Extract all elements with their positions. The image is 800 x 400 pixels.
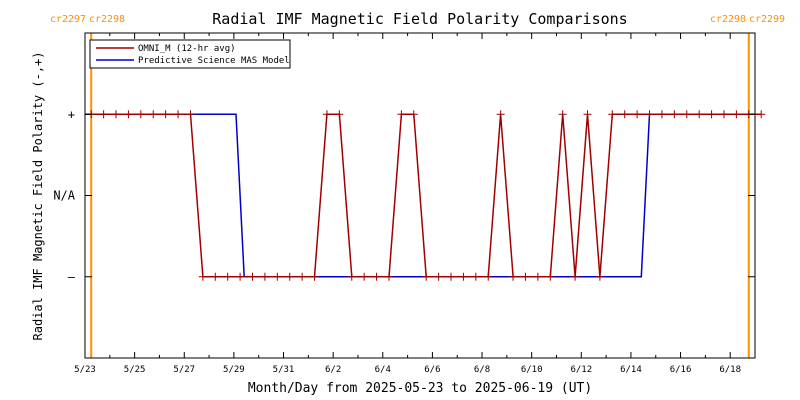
y-axis: + N/A – bbox=[53, 107, 755, 284]
omni-point-41 bbox=[595, 272, 604, 281]
x-tick-label-1: 5/25 bbox=[124, 365, 146, 375]
omni-point-3 bbox=[124, 110, 133, 119]
omni-point-51 bbox=[719, 110, 728, 119]
omni-point-47 bbox=[670, 110, 679, 119]
omni-point-24 bbox=[384, 272, 393, 281]
x-tick-label-6: 6/4 bbox=[375, 365, 391, 375]
omni-point-43 bbox=[620, 110, 629, 119]
omni-point-35 bbox=[521, 272, 530, 281]
omni-point-12 bbox=[236, 272, 245, 281]
carrington-label-left-2: cr2298 bbox=[89, 14, 125, 25]
y-tick-label-0: + bbox=[68, 107, 75, 121]
omni-point-50 bbox=[707, 110, 716, 119]
omni-point-42 bbox=[608, 110, 617, 119]
x-axis-label: Month/Day from 2025-05-23 to 2025-06-19 … bbox=[248, 381, 592, 396]
x-tick-label-10: 6/12 bbox=[570, 365, 592, 375]
omni-point-40 bbox=[583, 110, 592, 119]
legend-label-omni: OMNI_M (12-hr avg) bbox=[138, 44, 236, 54]
omni-point-49 bbox=[695, 110, 704, 119]
omni-point-17 bbox=[298, 272, 307, 281]
omni-point-33 bbox=[496, 110, 505, 119]
omni-point-1 bbox=[99, 110, 108, 119]
omni-point-25 bbox=[397, 110, 406, 119]
x-tick-label-9: 6/10 bbox=[521, 365, 543, 375]
omni-point-9 bbox=[198, 272, 207, 281]
x-tick-label-5: 6/2 bbox=[325, 365, 341, 375]
omni-point-15 bbox=[273, 272, 282, 281]
x-tick-label-3: 5/29 bbox=[223, 365, 245, 375]
omni-point-30 bbox=[459, 272, 468, 281]
legend-label-mas: Predictive Science MAS Model bbox=[138, 56, 290, 66]
x-tick-label-2: 5/27 bbox=[173, 365, 195, 375]
omni-point-8 bbox=[186, 110, 195, 119]
chart-title: Radial IMF Magnetic Field Polarity Compa… bbox=[212, 10, 627, 28]
omni-point-45 bbox=[645, 110, 654, 119]
omni-point-20 bbox=[335, 110, 344, 119]
legend: OMNI_M (12-hr avg) Predictive Science MA… bbox=[89, 39, 291, 69]
omni-point-28 bbox=[434, 272, 443, 281]
omni-point-21 bbox=[347, 272, 356, 281]
omni-point-18 bbox=[310, 272, 319, 281]
omni-point-23 bbox=[372, 272, 381, 281]
omni-point-52 bbox=[732, 110, 741, 119]
x-tick-label-8: 6/8 bbox=[474, 365, 490, 375]
omni-point-37 bbox=[546, 272, 555, 281]
omni-point-36 bbox=[533, 272, 542, 281]
omni-point-11 bbox=[223, 272, 232, 281]
omni-point-16 bbox=[285, 272, 294, 281]
x-tick-label-4: 5/31 bbox=[273, 365, 295, 375]
omni-point-13 bbox=[248, 272, 257, 281]
omni-point-34 bbox=[509, 272, 518, 281]
x-tick-label-12: 6/16 bbox=[670, 365, 692, 375]
x-tick-label-0: 5/23 bbox=[74, 365, 96, 375]
omni-point-22 bbox=[360, 272, 369, 281]
carrington-label-right-1: cr2298 bbox=[710, 14, 746, 25]
omni-point-6 bbox=[161, 110, 170, 119]
omni-point-10 bbox=[211, 272, 220, 281]
omni-point-14 bbox=[260, 272, 269, 281]
omni-point-44 bbox=[633, 110, 642, 119]
omni-point-32 bbox=[484, 272, 493, 281]
omni-point-27 bbox=[422, 272, 431, 281]
omni-point-7 bbox=[174, 110, 183, 119]
omni-point-54 bbox=[757, 110, 766, 119]
x-axis: 5/23 5/25 5/27 5/29 5/31 6/2 6/4 6/6 6/8 6/10 6/12… bbox=[74, 33, 741, 375]
omni-point-4 bbox=[136, 110, 145, 119]
y-tick-label-1: N/A bbox=[53, 189, 75, 203]
omni-point-5 bbox=[149, 110, 158, 119]
x-tick-label-11: 6/14 bbox=[620, 365, 642, 375]
carrington-label-left-1: cr2297 bbox=[50, 14, 86, 25]
omni-point-39 bbox=[571, 272, 580, 281]
omni-point-38 bbox=[558, 110, 567, 119]
x-tick-label-7: 6/6 bbox=[424, 365, 440, 375]
carrington-label-right-2: cr2299 bbox=[749, 14, 785, 25]
omni-point-48 bbox=[682, 110, 691, 119]
y-axis-label: Radial IMF Magnetic Field Polarity (-,+) bbox=[31, 52, 45, 341]
y-tick-label-2: – bbox=[68, 270, 76, 284]
omni-point-46 bbox=[657, 110, 666, 119]
omni-point-31 bbox=[471, 272, 480, 281]
legend-box bbox=[89, 39, 291, 69]
omni-point-2 bbox=[112, 110, 121, 119]
omni-point-26 bbox=[409, 110, 418, 119]
omni-point-29 bbox=[447, 272, 456, 281]
omni-point-19 bbox=[322, 110, 331, 119]
x-tick-label-13: 6/18 bbox=[719, 365, 741, 375]
